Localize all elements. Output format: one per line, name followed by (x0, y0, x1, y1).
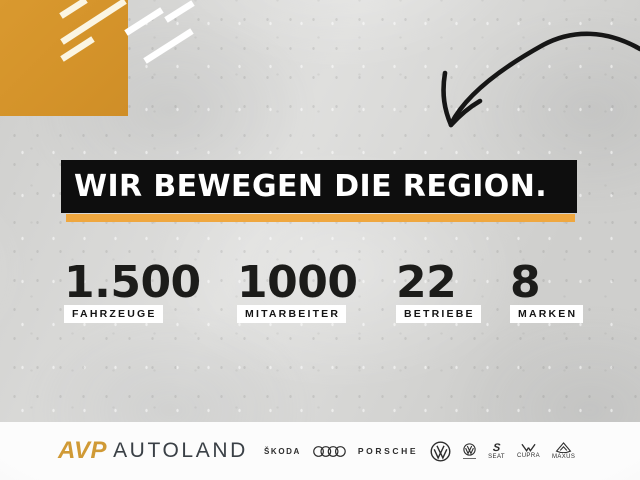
porsche-wordmark: PORSCHE (357, 446, 419, 456)
headline-banner: WIR BEWEGEN DIE REGION. (61, 160, 577, 213)
skoda-wordmark: ŠKODA (264, 446, 301, 456)
stat-betriebe: 22 BETRIEBE (396, 257, 481, 323)
stat-label: FAHRZEUGE (64, 305, 163, 323)
autoland-wordmark: AUTOLAND (113, 439, 248, 462)
brand-logo-strip: ŠKODA PORSCHE (264, 422, 590, 480)
stat-marken: 8 MARKEN (510, 257, 584, 323)
seat-wordmark: SEAT (488, 453, 505, 460)
stat-label: MITARBEITER (237, 305, 347, 323)
maxus-wordmark: MAXUS (551, 454, 576, 460)
footer-bar: AVP AUTOLAND ŠKODA PORSCHE (0, 422, 640, 480)
volkswagen-nutzfahrzeuge-logo-icon (463, 443, 477, 460)
curved-arrow-icon (441, 31, 640, 128)
stat-label: BETRIEBE (396, 305, 481, 323)
stat-fahrzeuge: 1.500 FAHRZEUGE (64, 257, 201, 323)
maxus-logo: MAXUS (552, 442, 575, 460)
headline-text: WIR BEWEGEN DIE REGION. (74, 169, 547, 204)
seat-logo: S SEAT (488, 441, 505, 460)
cupra-badge-icon (521, 443, 536, 452)
stat-mitarbeiter: 1000 MITARBEITER (237, 257, 358, 323)
audi-rings-icon (313, 445, 346, 457)
maxus-badge-icon (555, 442, 572, 453)
stat-value: 1.500 (64, 257, 201, 308)
diagonal-stripes-icon (59, 0, 195, 64)
stat-value: 22 (396, 257, 457, 308)
avp-autoland-logo: AVP AUTOLAND (58, 422, 248, 480)
cupra-wordmark: CUPRA (516, 453, 540, 459)
cupra-logo: CUPRA (517, 443, 540, 459)
stat-value: 8 (510, 257, 541, 308)
stat-label: MARKEN (510, 305, 584, 323)
stat-value: 1000 (237, 257, 358, 308)
seat-s-icon: S (492, 441, 501, 454)
avp-wordmark: AVP (58, 437, 108, 464)
accent-underline (66, 214, 575, 222)
volkswagen-logo-icon (430, 441, 451, 461)
